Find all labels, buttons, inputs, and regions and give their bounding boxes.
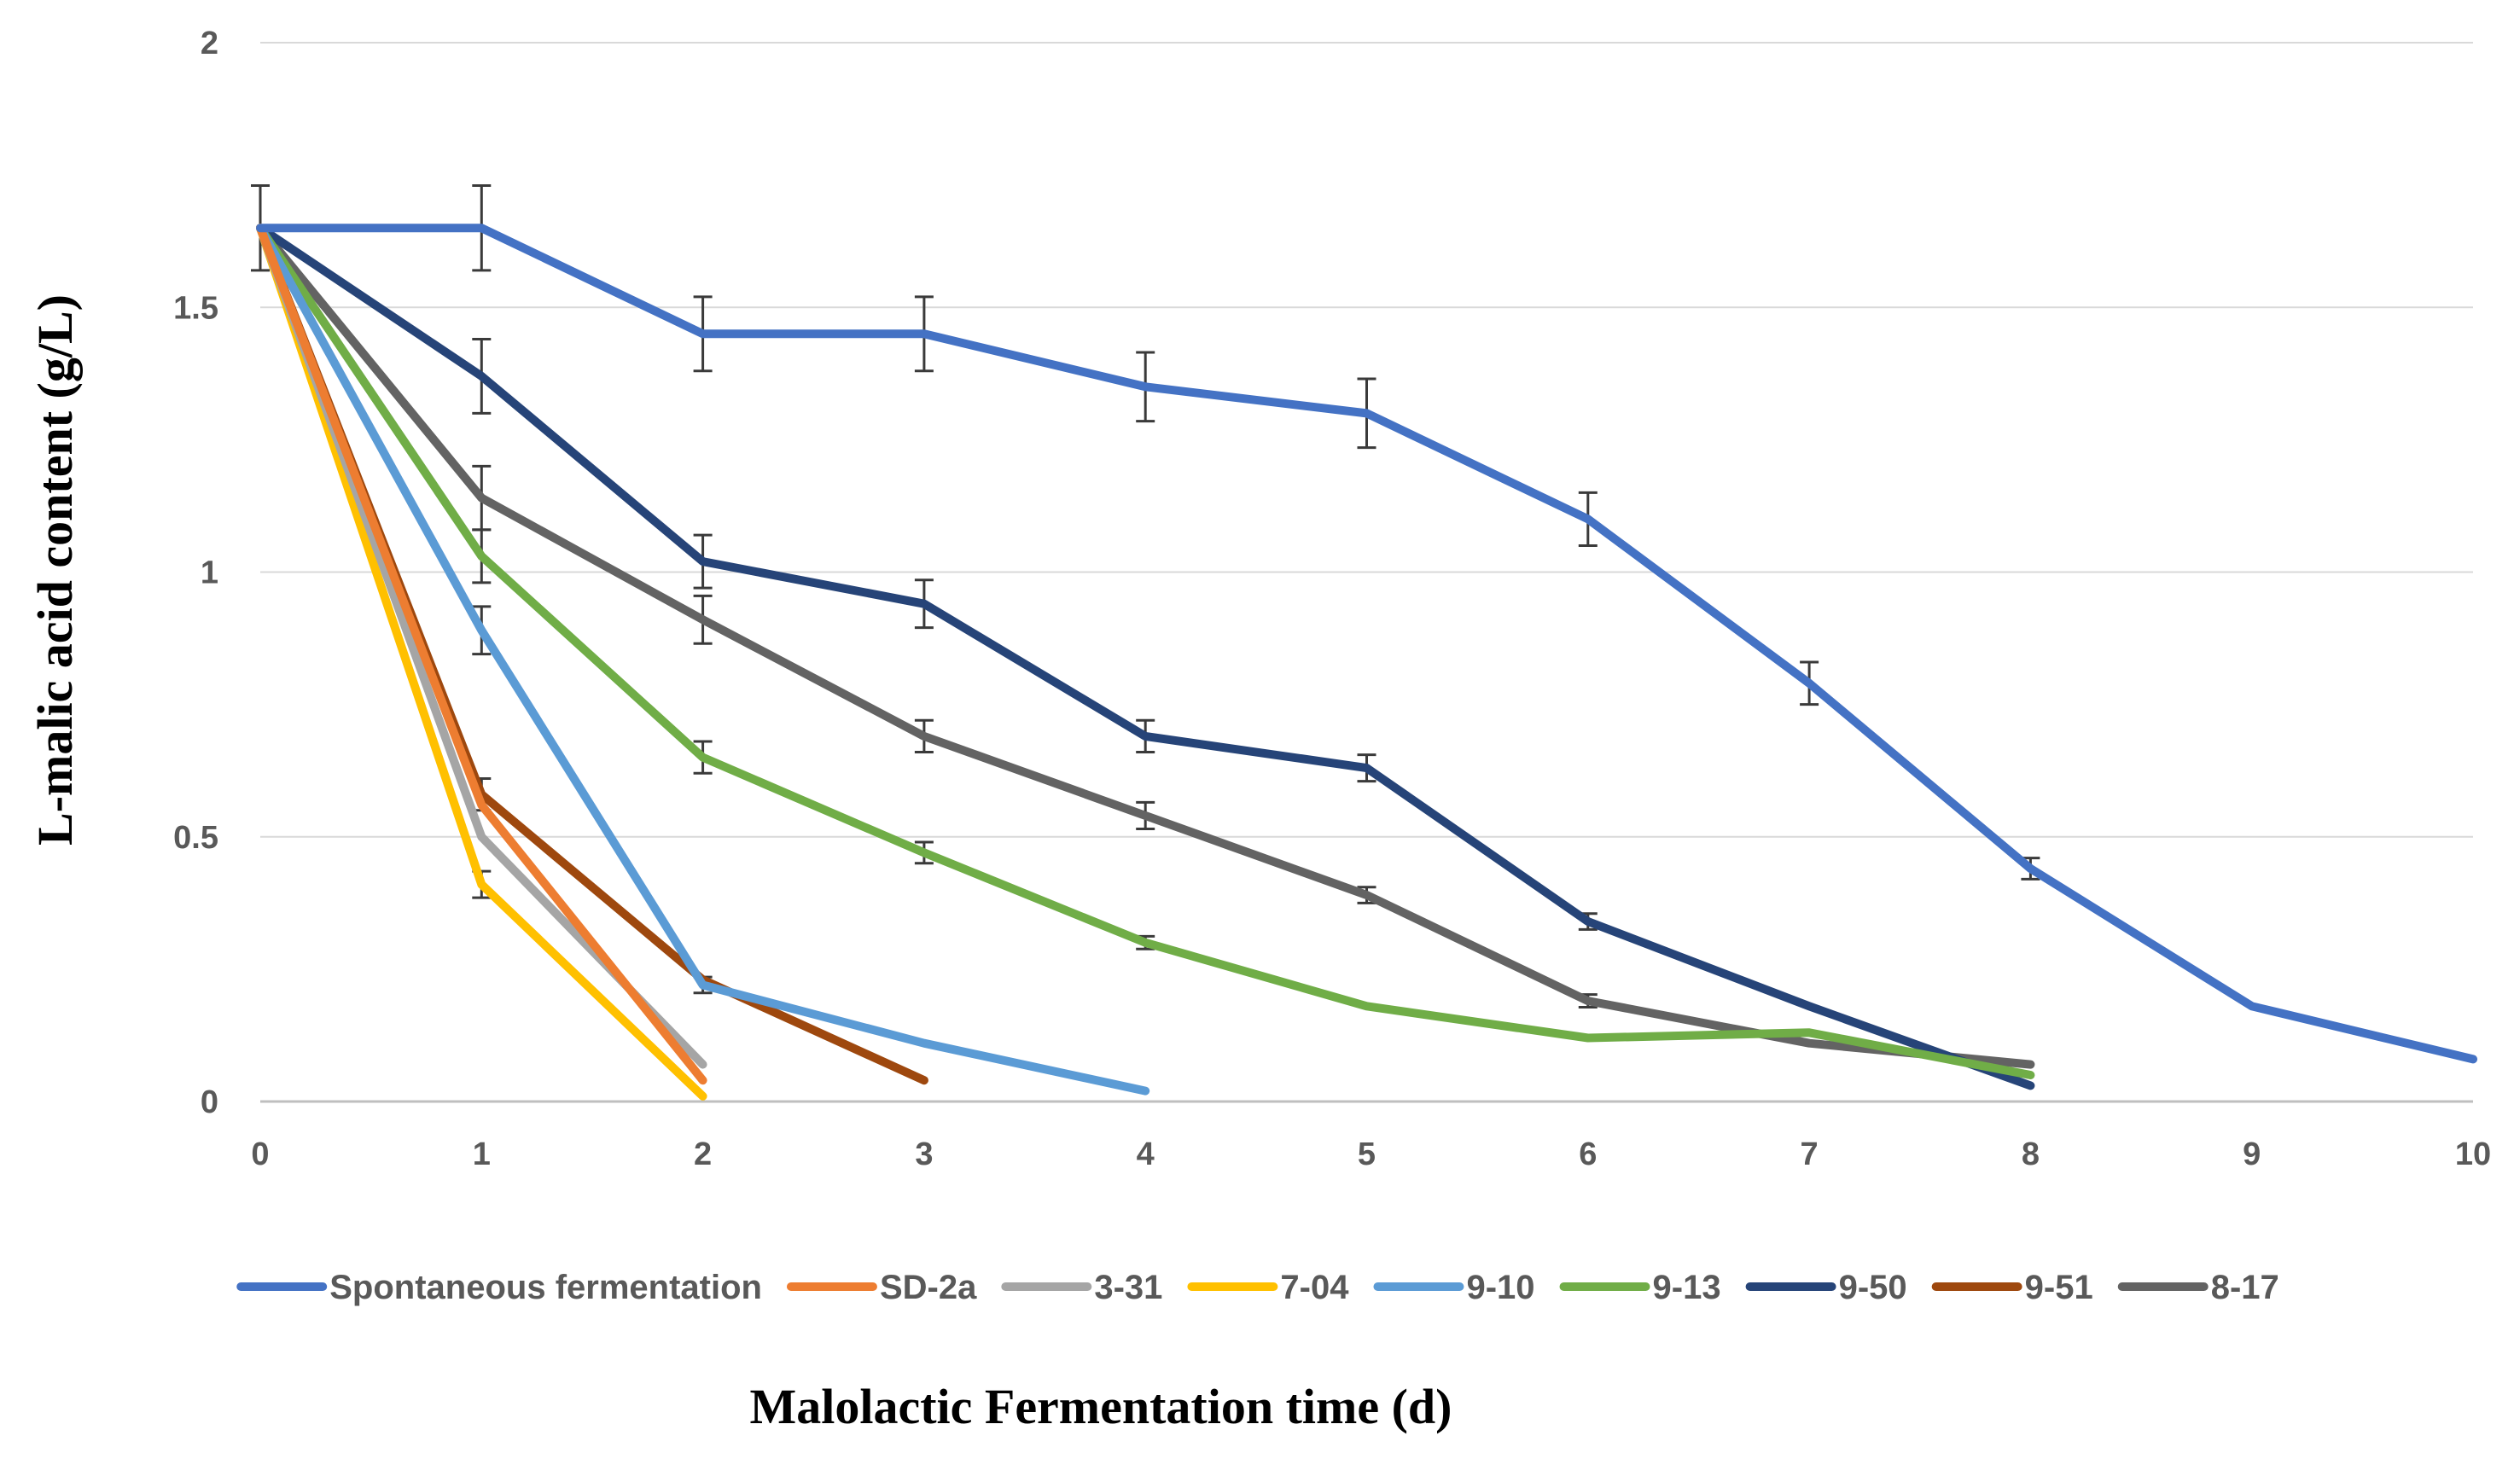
legend-item: 7-04	[1187, 1269, 1349, 1306]
x-tick-label: 6	[1579, 1136, 1597, 1172]
legend-item: 8-17	[2117, 1269, 2279, 1306]
series-line-9-13	[256, 224, 2035, 1079]
x-tick-label: 2	[694, 1136, 712, 1172]
legend: Spontaneous fermentation SD-2a 3-31 7-04 9-1…	[236, 1269, 2279, 1306]
y-tick-label: 2	[201, 26, 218, 61]
legend-item: 3-31	[1001, 1269, 1162, 1306]
x-axis-title: Malolactic Fermentation time (d)	[750, 1379, 1452, 1434]
legend-label: 9-50	[1839, 1269, 1907, 1306]
legend-item: 9-51	[1931, 1269, 2093, 1306]
series-line-9-10	[256, 224, 1150, 1096]
legend-item: 9-50	[1745, 1269, 1907, 1306]
y-tick-label: 1	[201, 555, 218, 591]
legend-label: 9-10	[1466, 1269, 1534, 1306]
y-axis-ticks: 0 0.5 1 1.5 2	[173, 26, 218, 1120]
x-axis-ticks: 0 1 2 3 4 5 6 7 8 9 10	[251, 1136, 2491, 1172]
x-tick-label: 9	[2243, 1136, 2261, 1172]
y-axis-title: L-malic acid content (g/L)	[27, 294, 83, 846]
x-tick-label: 8	[2022, 1136, 2040, 1172]
legend-item: Spontaneous fermentation	[236, 1269, 762, 1306]
legend-label: 3-31	[1094, 1269, 1162, 1306]
series-line-9-50	[256, 224, 2035, 1090]
y-tick-label: 1.5	[173, 290, 218, 326]
y-tick-label: 0	[201, 1084, 218, 1120]
y-tick-label: 0.5	[173, 820, 218, 856]
error-bars	[251, 184, 2040, 1009]
series-lines	[256, 224, 2477, 1101]
x-tick-label: 4	[1137, 1136, 1155, 1172]
x-tick-label: 10	[2455, 1136, 2491, 1172]
series-line-8-17	[256, 224, 2035, 1069]
series-line-spontaneous-fermentation	[256, 224, 2477, 1064]
legend-label: 7-04	[1280, 1269, 1349, 1306]
legend-label: Spontaneous fermentation	[329, 1269, 762, 1306]
legend-item: SD-2a	[786, 1269, 977, 1306]
x-tick-label: 5	[1358, 1136, 1376, 1172]
legend-label: 9-13	[1653, 1269, 1721, 1306]
legend-label: SD-2a	[880, 1269, 977, 1306]
legend-item: 9-13	[1559, 1269, 1721, 1306]
legend-label: 8-17	[2211, 1269, 2279, 1306]
series-line-sd-2a	[256, 224, 707, 1085]
x-tick-label: 0	[251, 1136, 269, 1172]
grid-lines	[260, 42, 2473, 1103]
x-tick-label: 7	[1801, 1136, 1819, 1172]
x-tick-label: 3	[915, 1136, 933, 1172]
x-tick-label: 1	[473, 1136, 491, 1172]
series-line-7-04	[256, 224, 707, 1101]
legend-item: 9-10	[1373, 1269, 1535, 1306]
legend-label: 9-51	[2025, 1269, 2093, 1306]
